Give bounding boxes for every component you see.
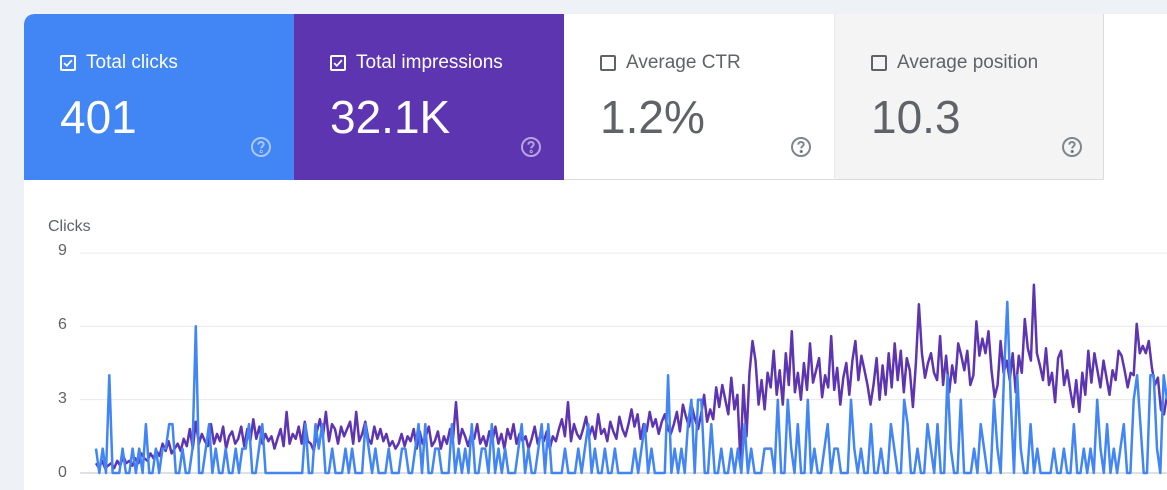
- metric-value: 401: [60, 91, 137, 143]
- metric-value: 10.3: [871, 91, 961, 143]
- series-line-impressions: [94, 283, 1167, 470]
- checkbox-checked-icon[interactable]: [60, 55, 76, 71]
- line-plot: [80, 252, 1167, 475]
- clicks-impressions-chart: Clicks 9 6 3 0: [24, 180, 1167, 490]
- help-icon[interactable]: [250, 136, 272, 158]
- help-icon[interactable]: [1061, 136, 1083, 158]
- metric-card-header: Total impressions: [330, 52, 503, 74]
- checkbox-unchecked-icon[interactable]: [871, 55, 887, 71]
- y-tick-label: 6: [58, 316, 67, 333]
- metric-value: 32.1K: [330, 91, 451, 143]
- help-icon[interactable]: [520, 136, 542, 158]
- metric-card-header: Average position: [871, 52, 1038, 74]
- metric-card-total-clicks[interactable]: Total clicks 401: [24, 14, 294, 180]
- metric-card-average-position[interactable]: Average position 10.3: [834, 14, 1104, 180]
- checkbox-unchecked-icon[interactable]: [600, 55, 616, 71]
- y-tick-label: 9: [58, 242, 67, 259]
- y-axis-label: Clicks: [48, 218, 91, 235]
- checkbox-checked-icon[interactable]: [330, 55, 346, 71]
- metric-label: Total clicks: [86, 52, 178, 73]
- help-icon[interactable]: [790, 136, 812, 158]
- metric-card-average-ctr[interactable]: Average CTR 1.2%: [564, 14, 834, 180]
- metric-cards: Total clicks 401 Total impressions 32.1K: [24, 14, 1104, 180]
- metric-value: 1.2%: [600, 91, 705, 143]
- metric-label: Average position: [897, 52, 1039, 73]
- metric-label: Average CTR: [626, 52, 741, 73]
- metric-card-header: Average CTR: [600, 52, 741, 74]
- metric-card-total-impressions[interactable]: Total impressions 32.1K: [294, 14, 564, 180]
- performance-panel: Total clicks 401 Total impressions 32.1K: [24, 14, 1167, 490]
- metric-card-header: Total clicks: [60, 52, 178, 74]
- metric-label: Total impressions: [356, 52, 503, 73]
- y-tick-label: 3: [58, 390, 67, 407]
- series-line-clicks: [94, 300, 1167, 475]
- y-tick-label: 0: [58, 464, 67, 481]
